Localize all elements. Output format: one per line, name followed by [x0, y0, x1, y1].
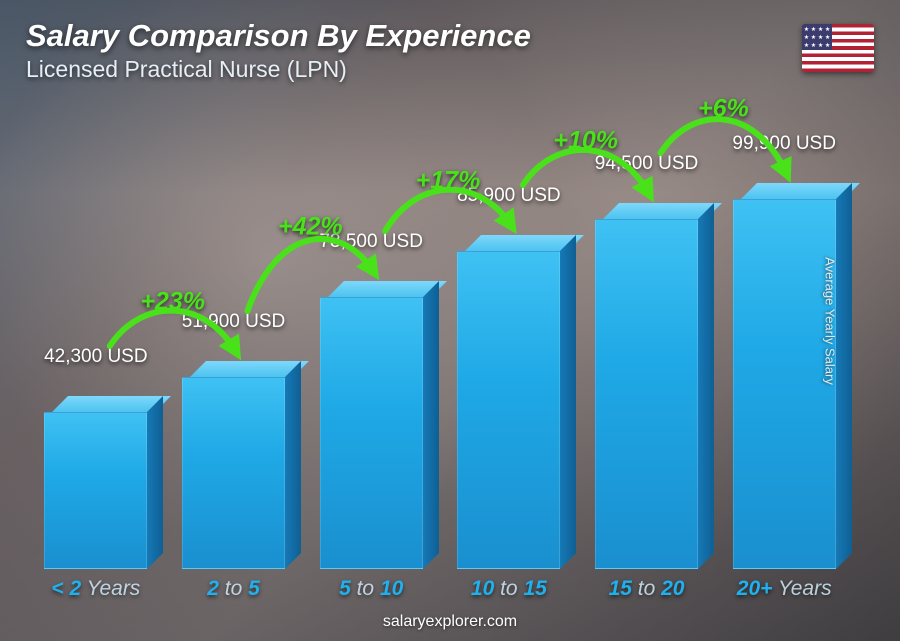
- category-label: 20+ Years: [724, 577, 844, 601]
- category-label: 10 to 15: [449, 577, 569, 601]
- value-label: 42,300 USD: [44, 346, 148, 368]
- page-subtitle: Licensed Practical Nurse (LPN): [26, 56, 531, 83]
- bar: [320, 297, 423, 569]
- infographic-stage: Salary Comparison By Experience Licensed…: [0, 0, 900, 641]
- category-label: 5 to 10: [311, 577, 431, 601]
- increment-label: +17%: [416, 167, 481, 196]
- bar: [457, 251, 560, 569]
- y-axis-label: Average Yearly Salary: [823, 257, 838, 385]
- bar-slot: 73,500 USD: [311, 110, 431, 569]
- page-title: Salary Comparison By Experience: [26, 18, 531, 54]
- bar-wrap: [311, 110, 431, 569]
- bar-slot: 42,300 USD: [36, 110, 156, 569]
- bar-slot: 94,500 USD: [587, 110, 707, 569]
- bar: [595, 219, 698, 569]
- title-block: Salary Comparison By Experience Licensed…: [26, 18, 531, 83]
- category-label: 15 to 20: [587, 577, 707, 601]
- bar-wrap: [174, 110, 294, 569]
- bar: [44, 412, 147, 569]
- bar: [733, 199, 836, 569]
- increment-label: +10%: [553, 127, 618, 156]
- bar-wrap: [587, 110, 707, 569]
- category-label: 2 to 5: [174, 577, 294, 601]
- value-label: 99,900 USD: [732, 133, 836, 155]
- bar-wrap: [36, 110, 156, 569]
- increment-label: +23%: [140, 288, 205, 317]
- bar: [182, 377, 285, 569]
- bar-slot: 51,900 USD: [174, 110, 294, 569]
- category-label: < 2 Years: [36, 577, 156, 601]
- us-flag-icon: [802, 24, 874, 72]
- value-label: 94,500 USD: [595, 153, 699, 175]
- increment-label: +6%: [698, 95, 749, 124]
- footer-attribution: salaryexplorer.com: [0, 613, 900, 631]
- category-row: < 2 Years 2 to 5 5 to 10 10 to 15 15 to 20 20…: [30, 577, 850, 601]
- increment-label: +42%: [278, 213, 343, 242]
- chart-area: 42,300 USD51,900 USD73,500 USD85,900 USD…: [30, 110, 850, 569]
